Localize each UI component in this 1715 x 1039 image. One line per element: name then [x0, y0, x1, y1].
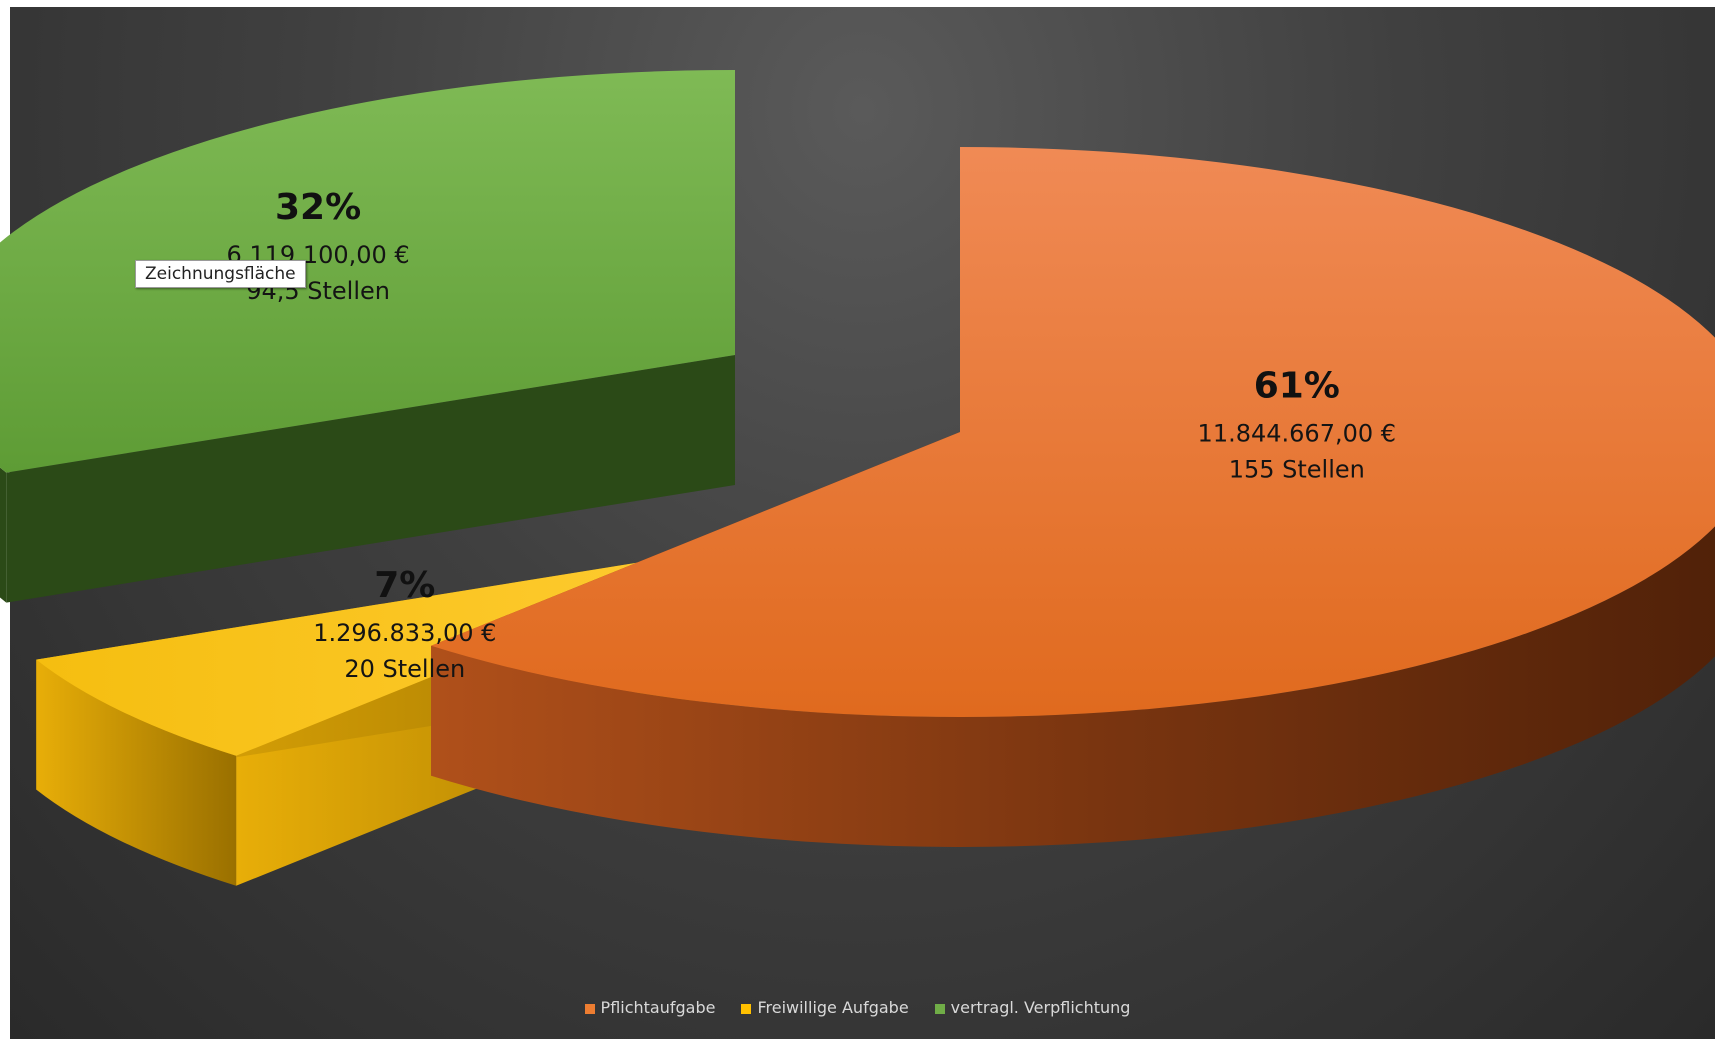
pie-slice-top[interactable] [431, 147, 1715, 717]
data-label-percent-pflichtaufgabe: 61% [1254, 365, 1340, 406]
legend: Pflichtaufgabe Freiwillige Aufgabe vertrag… [0, 998, 1715, 1017]
legend-label-vertragl-verpflichtung: vertragl. Verpflichtung [950, 998, 1131, 1017]
data-label-stellen-pflichtaufgabe: 155 Stellen [1229, 455, 1365, 483]
legend-swatch-freiwillige-aufgabe [741, 1004, 752, 1014]
legend-swatch-vertragl-verpflichtung [934, 1004, 945, 1014]
data-label-amount-pflichtaufgabe: 11.844.667,00 € [1198, 419, 1396, 447]
legend-item-vertragl-verpflichtung[interactable]: vertragl. Verpflichtung [934, 998, 1131, 1017]
pie-slice-cut-face [6, 355, 736, 603]
data-label-stellen-freiwillige-aufgabe: 20 Stellen [344, 655, 465, 683]
legend-item-pflichtaufgabe[interactable]: Pflichtaufgabe [584, 998, 716, 1017]
data-label-percent-vertragl-verpflichtung: 32% [275, 187, 361, 228]
legend-label-freiwillige-aufgabe: Freiwillige Aufgabe [757, 998, 909, 1017]
plot-area-tooltip: Zeichnungsfläche [135, 260, 306, 288]
data-label-percent-freiwillige-aufgabe: 7% [374, 565, 435, 606]
pie-slice-side [431, 526, 1715, 847]
pie-slice-side [0, 467, 7, 603]
data-label-amount-freiwillige-aufgabe: 1.296.833,00 € [313, 619, 496, 647]
pie-slice-side [36, 659, 237, 886]
legend-item-freiwillige-aufgabe[interactable]: Freiwillige Aufgabe [741, 998, 909, 1017]
legend-swatch-pflichtaufgabe [584, 1004, 595, 1014]
pie-slice-vertragl-verpflichtung[interactable] [0, 70, 736, 603]
pie-slice-pflichtaufgabe[interactable] [431, 147, 1715, 847]
pie-slice-top[interactable] [0, 70, 735, 473]
legend-label-pflichtaufgabe: Pflichtaufgabe [600, 998, 716, 1017]
